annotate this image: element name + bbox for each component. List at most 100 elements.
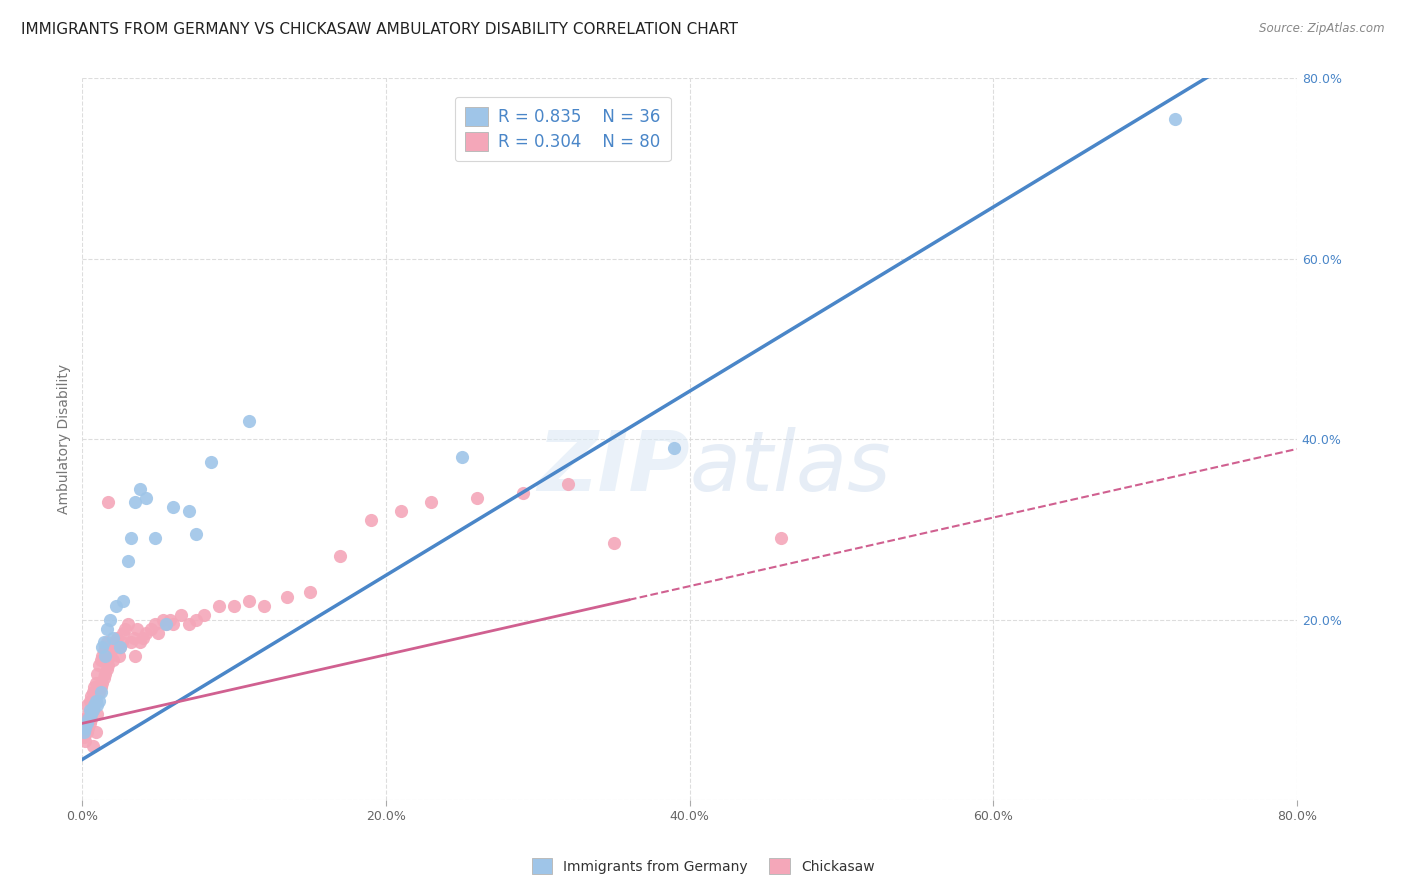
Point bbox=[75, 721, 97, 735]
Point bbox=[135, 491, 157, 505]
Point bbox=[117, 554, 139, 568]
Point bbox=[120, 531, 142, 545]
Point bbox=[110, 640, 132, 654]
Point bbox=[152, 613, 174, 627]
Point bbox=[129, 482, 152, 496]
Point bbox=[105, 631, 128, 645]
Point bbox=[465, 491, 488, 505]
Point bbox=[602, 536, 624, 550]
Point bbox=[143, 617, 166, 632]
Point bbox=[91, 675, 114, 690]
Point bbox=[155, 617, 177, 632]
Point bbox=[96, 635, 118, 649]
Point bbox=[91, 640, 114, 654]
Point bbox=[124, 648, 146, 663]
Point bbox=[93, 671, 115, 685]
Point bbox=[89, 685, 111, 699]
Point bbox=[86, 698, 108, 713]
Point bbox=[83, 680, 105, 694]
Point bbox=[75, 734, 97, 748]
Point bbox=[389, 504, 412, 518]
Point bbox=[98, 648, 121, 663]
Y-axis label: Ambulatory Disability: Ambulatory Disability bbox=[58, 364, 72, 514]
Point bbox=[80, 690, 103, 704]
Point bbox=[159, 613, 181, 627]
Point bbox=[104, 599, 127, 613]
Point bbox=[76, 698, 98, 713]
Point bbox=[79, 703, 101, 717]
Point bbox=[124, 495, 146, 509]
Point bbox=[186, 613, 208, 627]
Text: IMMIGRANTS FROM GERMANY VS CHICKASAW AMBULATORY DISABILITY CORRELATION CHART: IMMIGRANTS FROM GERMANY VS CHICKASAW AMB… bbox=[21, 22, 738, 37]
Point bbox=[117, 617, 139, 632]
Point bbox=[93, 635, 115, 649]
Point bbox=[110, 640, 132, 654]
Point bbox=[170, 607, 193, 622]
Point bbox=[100, 644, 122, 658]
Point bbox=[238, 594, 260, 608]
Point bbox=[98, 613, 121, 627]
Point bbox=[111, 635, 134, 649]
Point bbox=[120, 635, 142, 649]
Point bbox=[79, 716, 101, 731]
Point bbox=[193, 607, 215, 622]
Point bbox=[177, 504, 200, 518]
Point bbox=[94, 640, 117, 654]
Point bbox=[77, 721, 100, 735]
Point bbox=[96, 662, 118, 676]
Point bbox=[155, 617, 177, 632]
Point bbox=[132, 631, 155, 645]
Point bbox=[103, 640, 125, 654]
Point bbox=[77, 707, 100, 722]
Point bbox=[420, 495, 443, 509]
Point bbox=[82, 739, 104, 753]
Point bbox=[450, 450, 472, 464]
Point bbox=[143, 531, 166, 545]
Point bbox=[82, 703, 104, 717]
Point bbox=[512, 486, 534, 500]
Legend: Immigrants from Germany, Chickasaw: Immigrants from Germany, Chickasaw bbox=[524, 852, 882, 880]
Point bbox=[148, 626, 170, 640]
Point bbox=[89, 653, 111, 667]
Point bbox=[112, 626, 135, 640]
Point bbox=[104, 635, 127, 649]
Point bbox=[89, 680, 111, 694]
Point bbox=[200, 454, 222, 468]
Point bbox=[96, 622, 118, 636]
Legend: R = 0.835    N = 36, R = 0.304    N = 80: R = 0.835 N = 36, R = 0.304 N = 80 bbox=[456, 97, 671, 161]
Point bbox=[101, 653, 124, 667]
Point bbox=[253, 599, 276, 613]
Point bbox=[80, 707, 103, 722]
Point bbox=[75, 712, 97, 726]
Point bbox=[208, 599, 231, 613]
Point bbox=[238, 414, 260, 428]
Point bbox=[77, 712, 100, 726]
Point bbox=[101, 631, 124, 645]
Point bbox=[224, 599, 246, 613]
Point bbox=[139, 622, 162, 636]
Point bbox=[114, 622, 136, 636]
Point bbox=[769, 531, 792, 545]
Text: Source: ZipAtlas.com: Source: ZipAtlas.com bbox=[1260, 22, 1385, 36]
Point bbox=[86, 666, 108, 681]
Point bbox=[557, 477, 579, 491]
Point bbox=[97, 495, 120, 509]
Point bbox=[79, 694, 101, 708]
Point bbox=[82, 703, 104, 717]
Point bbox=[94, 648, 117, 663]
Text: ZIP: ZIP bbox=[537, 427, 689, 508]
Point bbox=[83, 698, 105, 713]
Point bbox=[664, 441, 686, 455]
Point bbox=[84, 694, 107, 708]
Point bbox=[299, 585, 322, 599]
Point bbox=[84, 694, 107, 708]
Point bbox=[360, 513, 382, 527]
Point bbox=[73, 725, 96, 739]
Point bbox=[87, 657, 110, 672]
Text: atlas: atlas bbox=[689, 427, 891, 508]
Point bbox=[73, 730, 96, 744]
Point bbox=[129, 635, 152, 649]
Point bbox=[162, 500, 184, 514]
Point bbox=[97, 657, 120, 672]
Point bbox=[83, 698, 105, 713]
